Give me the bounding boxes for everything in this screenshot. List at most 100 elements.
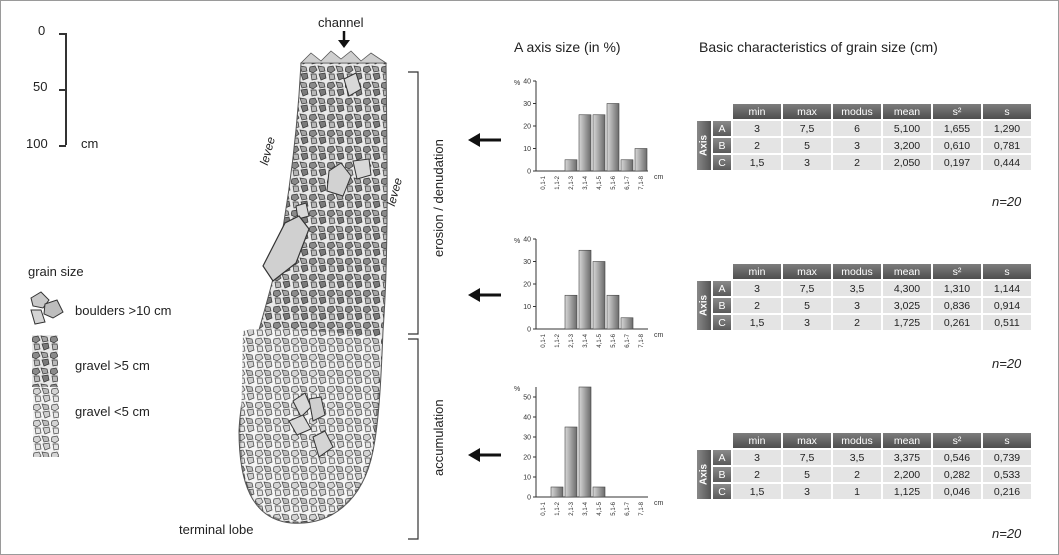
table-row: C 1,5 3 2 1,725 0,261 0,511 (697, 315, 1031, 330)
column-header: modus (833, 264, 881, 279)
table-cell: 2,050 (883, 155, 931, 170)
axis-label: Axis (697, 121, 711, 170)
legend-title: grain size (28, 264, 84, 279)
x-unit-label: cm (654, 332, 664, 339)
histogram-bar (606, 294, 620, 330)
grain-table-middle: min max modus mean s² s Axis A 3 7,5 3,5 4,300 1,310… (695, 262, 1033, 332)
tables-header: Basic characteristics of grain size (cm) (699, 39, 938, 55)
table-cell: 0,533 (983, 467, 1031, 482)
x-tick-label: 2,1-3 (569, 501, 575, 515)
column-header: min (733, 264, 781, 279)
y-axis-label: % (514, 80, 520, 87)
channel-label: channel (318, 15, 364, 30)
column-header: max (783, 264, 831, 279)
table-cell: 7,5 (783, 281, 831, 296)
table-cell: 5 (783, 298, 831, 313)
table-row: Axis A 3 7,5 6 5,100 1,655 1,290 (697, 121, 1031, 170)
x-unit-label: cm (654, 174, 664, 181)
table-cell: 3,5 (833, 281, 881, 296)
table-cell: 3 (833, 298, 881, 313)
zone-brackets (408, 71, 419, 540)
histogram-bar (592, 261, 606, 330)
x-tick-label: 5,1-6 (611, 175, 617, 189)
histogram-lower: % 0 10 20 30 40 50 0,1-1 1,1-2 2,1-3 3,1-4 4,1-5 5,1… (514, 386, 664, 516)
x-tick-label: 3,1-4 (583, 333, 589, 347)
table-corner (713, 433, 731, 448)
histogram-bar (578, 386, 592, 498)
scale-label-0: 0 (38, 23, 46, 38)
row-label: A (713, 450, 731, 465)
table-cell: 3 (833, 138, 881, 153)
row-label: C (713, 315, 731, 330)
x-tick-label: 4,1-5 (597, 501, 603, 515)
table-row: C 1,5 3 2 2,050 0,197 0,444 (697, 155, 1031, 170)
x-tick-label: 0,1-1 (541, 175, 547, 189)
x-tick-label: 2,1-3 (569, 175, 575, 189)
x-tick-label: 0,1-1 (541, 501, 547, 515)
column-header: modus (833, 104, 881, 119)
table-cell: 3 (733, 450, 781, 465)
histogram-bar (634, 148, 648, 172)
column-header: s (983, 104, 1031, 119)
zone-erosion-label: erosion / denudation (431, 139, 446, 257)
table-cell: 1,725 (883, 315, 931, 330)
axis-label: Axis (697, 450, 711, 499)
y-tick-label: 20 (523, 282, 531, 289)
column-header: mean (883, 104, 931, 119)
axis-label: Axis (697, 281, 711, 330)
scale-tick (59, 145, 66, 147)
column-header: max (783, 433, 831, 448)
y-axis-label: % (514, 238, 520, 245)
table-cell: 0,197 (933, 155, 981, 170)
column-header: min (733, 433, 781, 448)
row-label: A (713, 121, 731, 136)
channel-arrow-icon (338, 31, 350, 48)
x-tick-label: 3,1-4 (583, 175, 589, 189)
column-header: s² (933, 264, 981, 279)
column-header: modus (833, 433, 881, 448)
table-cell: 0,282 (933, 467, 981, 482)
histograms-header: A axis size (in %) (514, 39, 621, 55)
column-header: mean (883, 264, 931, 279)
table-cell: 2,200 (883, 467, 931, 482)
table-corner (713, 104, 731, 119)
terminal-lobe-label: terminal lobe (179, 522, 254, 537)
histogram-bar (564, 426, 578, 498)
table-cell: 5,100 (883, 121, 931, 136)
y-tick-label: 40 (523, 79, 531, 86)
grain-table-upper: min max modus mean s² s Axis A 3 7,5 6 5,100 1,655 1,… (695, 102, 1033, 172)
row-label: B (713, 298, 731, 313)
table-corner (697, 264, 711, 279)
n-label-middle: n=20 (992, 356, 1022, 371)
histogram-bar (620, 317, 634, 330)
y-tick-label: 40 (523, 415, 531, 422)
scale-tick (59, 89, 66, 91)
table-row: C 1,5 3 1 1,125 0,046 0,216 (697, 484, 1031, 499)
legend-gravel-fine: gravel <5 cm (75, 404, 150, 419)
y-tick-label: 50 (523, 395, 531, 402)
histogram-bar (592, 486, 606, 498)
table-cell: 3,025 (883, 298, 931, 313)
histogram-bar (578, 114, 592, 172)
table-cell: 3,375 (883, 450, 931, 465)
table-row: Axis A 3 7,5 3,5 4,300 1,310 1,144 (697, 281, 1031, 330)
y-tick-label: 10 (523, 304, 531, 311)
legend-gravel-coarse: gravel >5 cm (75, 358, 150, 373)
grain-table-lower: min max modus mean s² s Axis A 3 7,5 3,5 3,375 0,546… (695, 431, 1033, 501)
table-cell: 0,781 (983, 138, 1031, 153)
table-cell: 3 (783, 315, 831, 330)
table-cell: 1,144 (983, 281, 1031, 296)
table-cell: 2 (833, 467, 881, 482)
row-label: C (713, 155, 731, 170)
column-header: s (983, 264, 1031, 279)
zone-accumulation-label: accumulation (431, 399, 446, 476)
y-tick-label: 30 (523, 101, 531, 108)
x-tick-label: 6,1-7 (625, 175, 631, 189)
y-tick-label: 10 (523, 475, 531, 482)
table-cell: 4,300 (883, 281, 931, 296)
x-tick-label: 4,1-5 (597, 333, 603, 347)
table-cell: 1,5 (733, 315, 781, 330)
column-header: mean (883, 433, 931, 448)
n-label-upper: n=20 (992, 194, 1022, 209)
column-header: s (983, 433, 1031, 448)
